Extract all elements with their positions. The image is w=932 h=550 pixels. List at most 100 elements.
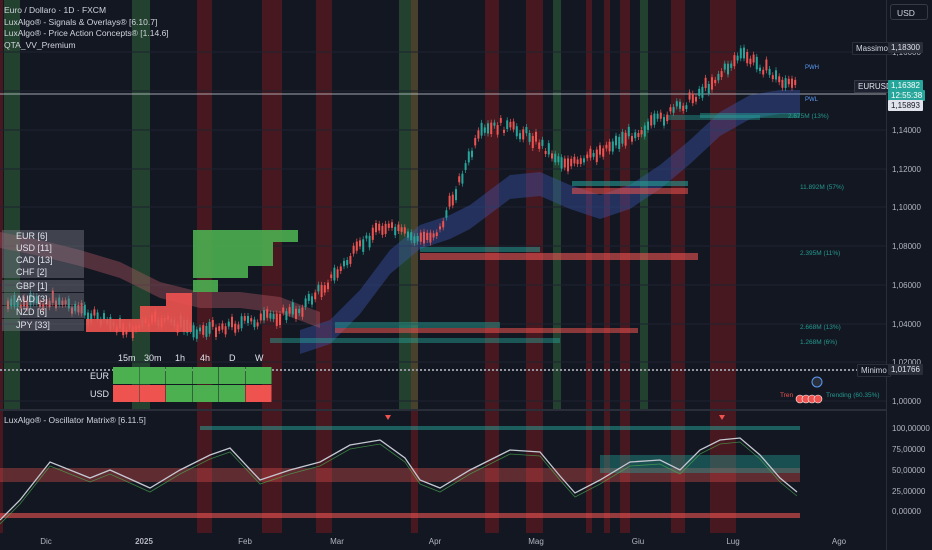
time-tick: Lug (726, 537, 740, 546)
candle-body (506, 120, 509, 129)
candle-body (736, 55, 739, 61)
candle-body (336, 269, 339, 278)
candle-body (624, 132, 627, 146)
candle-body (656, 113, 659, 119)
candle-body (77, 305, 80, 313)
price-tick: 1,02000 (892, 358, 921, 367)
candle-body (608, 141, 611, 152)
oscillator-tick: 25,00000 (892, 487, 926, 496)
osc-marker (719, 415, 725, 420)
candle-body (570, 158, 573, 167)
time-tick: Giu (631, 537, 645, 546)
crosshair-price-label[interactable]: 1,15893 (888, 100, 923, 111)
candle-body (631, 136, 633, 142)
candle-body (48, 300, 51, 308)
candle-body (711, 77, 713, 90)
timeframe-4h: 4h (200, 353, 211, 363)
minimo-value: 1,01766 (888, 364, 923, 375)
timeframe-30m: 30m (144, 353, 162, 363)
indicator-price-action[interactable]: LuxAlgo® - Price Action Concepts® [1.14.… (4, 28, 169, 38)
candle-body (10, 298, 13, 307)
candle-body (791, 78, 793, 88)
candle-body (458, 176, 461, 183)
candle-body (496, 125, 499, 135)
candle-body (352, 245, 355, 254)
candle-body (291, 302, 294, 315)
indicator-signals-overlays[interactable]: LuxAlgo® - Signals & Overlays® [6.10.7] (4, 16, 158, 27)
candle-body (739, 48, 742, 59)
candle-body (762, 69, 765, 75)
candle-body (199, 327, 201, 332)
time-tick: 2025 (135, 537, 153, 546)
candle-body (403, 227, 406, 234)
candle-body (752, 54, 755, 63)
candle-body (74, 303, 77, 312)
candle-body (586, 154, 589, 159)
candle-body (90, 313, 93, 323)
candle-body (400, 227, 403, 232)
candle-body (429, 232, 432, 243)
currency-button[interactable]: USD (890, 4, 928, 20)
candle-body (29, 293, 32, 306)
candle-body (509, 121, 512, 128)
candle-body (464, 163, 467, 170)
currency-row-jpy: JPY [33] (2, 319, 84, 331)
candle-body (567, 158, 569, 172)
symbol-title[interactable]: Euro / Dollaro · 1D · FXCM (4, 5, 107, 15)
order-block (700, 113, 800, 118)
candle-body (573, 156, 576, 164)
candle-body (231, 316, 233, 328)
osc-strip (200, 426, 800, 430)
candle-body (557, 156, 560, 163)
candle-body (451, 194, 454, 206)
candle-body (765, 59, 768, 71)
candle-body (272, 313, 275, 320)
osc-strip (0, 513, 800, 518)
candle-body (637, 133, 640, 137)
pair-cell-usd (192, 385, 219, 402)
order-block (572, 188, 688, 194)
candle-body (64, 300, 67, 305)
candle-body (467, 151, 470, 163)
red-zone (604, 0, 610, 533)
time-tick: Mar (330, 537, 344, 546)
green-zone (399, 0, 418, 410)
candle-body (733, 55, 736, 67)
green-zone (4, 0, 20, 410)
candle-body (87, 312, 89, 325)
candle-body (384, 223, 387, 234)
indicator-qta[interactable]: QTA_VV_Premium (4, 39, 76, 50)
signal-dot (813, 394, 823, 404)
oscillator-title[interactable]: LuxAlgo® - Oscillator Matrix® [6.11.5] (4, 415, 146, 425)
candle-body (234, 323, 237, 333)
candle-body (378, 223, 381, 231)
green-zone (553, 0, 561, 410)
settings-dot (811, 376, 823, 388)
candle-body (560, 157, 563, 169)
strength-bar (193, 266, 248, 278)
candle-body (704, 77, 707, 89)
timeframe-w: W (255, 353, 264, 363)
candle-body (61, 300, 64, 305)
strength-bar (193, 254, 273, 266)
price-tick: 1,06000 (892, 281, 921, 290)
currency-row-aud: AUD [3] (2, 293, 84, 305)
candle-body (503, 129, 505, 133)
candle-body (743, 47, 745, 59)
volume-label: 2.675M (13%) (788, 113, 829, 120)
currency-row-cad: CAD [13] (2, 254, 84, 266)
candle-body (701, 86, 704, 98)
candle-body (375, 223, 377, 233)
candle-body (215, 327, 217, 338)
candle-body (439, 226, 441, 230)
pair-cell-eur (113, 367, 139, 384)
candle-body (695, 96, 697, 102)
price-axis[interactable] (886, 0, 932, 550)
volume-label: 2.668M (13%) (800, 324, 841, 331)
order-block (270, 338, 560, 343)
candle-body (525, 126, 528, 134)
candle-body (419, 232, 422, 242)
candle-body (307, 293, 310, 301)
candle-body (93, 309, 96, 316)
